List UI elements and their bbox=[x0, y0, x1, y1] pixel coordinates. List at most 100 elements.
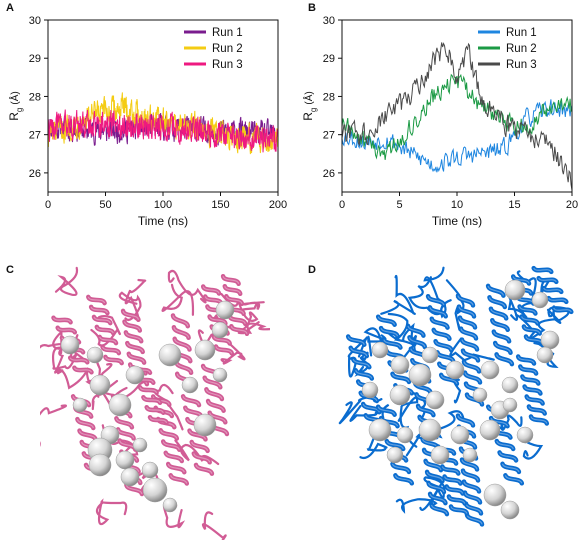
alpha-helix-highlight bbox=[87, 296, 123, 364]
coil-loop bbox=[40, 404, 67, 447]
series-line-run-1 bbox=[342, 99, 572, 173]
y-tick-label: 26 bbox=[323, 168, 335, 180]
cavity-sphere bbox=[421, 346, 439, 364]
cavity-sphere bbox=[516, 426, 534, 444]
alpha-helix-highlight bbox=[172, 315, 193, 385]
coil-loop bbox=[237, 321, 270, 335]
cavity-sphere bbox=[361, 381, 379, 399]
cavity-sphere bbox=[502, 397, 518, 413]
cavity-sphere bbox=[480, 360, 500, 380]
legend-entry: Run 2 bbox=[506, 43, 537, 55]
coil-loop bbox=[124, 278, 147, 321]
cavity-sphere bbox=[88, 453, 112, 477]
cavity-sphere bbox=[430, 445, 450, 465]
cavity-sphere bbox=[120, 467, 140, 487]
cavity-sphere bbox=[72, 397, 88, 413]
cavity-sphere bbox=[483, 483, 507, 507]
cavity-sphere bbox=[418, 418, 442, 442]
cavity-sphere bbox=[158, 343, 182, 367]
cavity-sphere bbox=[504, 279, 526, 301]
cavity-sphere bbox=[193, 413, 217, 437]
cavity-sphere bbox=[194, 339, 216, 361]
panel-label-d: D bbox=[308, 264, 316, 276]
coil-loop bbox=[380, 274, 416, 315]
y-tick-label: 27 bbox=[29, 130, 41, 142]
x-tick-label: 10 bbox=[451, 199, 463, 211]
coil-loop bbox=[359, 429, 388, 460]
alpha-helix bbox=[220, 273, 250, 337]
alpha-helix bbox=[515, 354, 550, 426]
cavity-sphere bbox=[479, 419, 501, 441]
panel-label-b: B bbox=[308, 2, 316, 14]
alpha-helix-highlight bbox=[533, 267, 572, 313]
x-tick-label: 200 bbox=[269, 199, 287, 211]
panel-label-c: C bbox=[6, 264, 14, 276]
cavity-sphere bbox=[408, 363, 432, 387]
coil-loop bbox=[161, 283, 195, 316]
cavity-sphere bbox=[386, 446, 404, 464]
x-axis-label: Time (ns) bbox=[432, 214, 482, 228]
y-tick-label: 30 bbox=[323, 15, 335, 27]
cavity-sphere bbox=[142, 477, 168, 503]
alpha-helix bbox=[170, 313, 195, 387]
coil-loop bbox=[423, 266, 452, 319]
coil-loop bbox=[349, 403, 390, 422]
y-axis-label: Rg(Å) bbox=[301, 91, 318, 120]
cavity-sphere bbox=[368, 418, 392, 442]
alpha-helix-highlight bbox=[487, 285, 513, 365]
cavity-sphere bbox=[536, 346, 554, 364]
cavity-sphere bbox=[531, 291, 549, 309]
legend-entry: Run 3 bbox=[506, 59, 537, 71]
x-tick-label: 0 bbox=[45, 199, 51, 211]
coil-loop bbox=[167, 269, 207, 304]
legend-entry: Run 2 bbox=[212, 43, 243, 55]
alpha-helix bbox=[200, 363, 230, 437]
coil-loop bbox=[220, 343, 246, 365]
cavity-sphere bbox=[371, 341, 389, 359]
y-tick-label: 29 bbox=[29, 53, 41, 65]
cavity-sphere bbox=[450, 425, 470, 445]
y-tick-label: 29 bbox=[323, 53, 335, 65]
cavity-sphere bbox=[212, 367, 228, 383]
x-tick-label: 20 bbox=[566, 199, 578, 211]
coil-loop bbox=[95, 498, 128, 526]
plot-frame bbox=[47, 19, 279, 193]
coil-loop bbox=[201, 511, 227, 540]
cavity-sphere bbox=[141, 461, 159, 479]
alpha-helix-highlight bbox=[222, 275, 248, 335]
y-tick-label: 26 bbox=[29, 168, 41, 180]
cavity-sphere bbox=[108, 393, 132, 417]
x-tick-label: 150 bbox=[211, 199, 229, 211]
cavity-sphere bbox=[125, 365, 145, 385]
alpha-helix bbox=[485, 283, 515, 367]
alpha-helix bbox=[455, 293, 485, 407]
chart-a-rg-200ns: 0 50 100 150 200 26 27 28 29 30 Time (ns) Rg(Å) Run … bbox=[7, 15, 287, 228]
cavity-sphere bbox=[181, 376, 199, 394]
protein-structure-d bbox=[338, 265, 574, 527]
y-tick-label: 30 bbox=[29, 15, 41, 27]
x-axis-label: Time (ns) bbox=[138, 214, 188, 228]
coil-loop bbox=[85, 360, 113, 386]
cavity-sphere bbox=[211, 321, 229, 339]
x-tick-label: 15 bbox=[508, 199, 520, 211]
cavity-sphere bbox=[472, 387, 488, 403]
cavity-sphere bbox=[86, 346, 104, 364]
cavity-sphere bbox=[390, 355, 410, 375]
plot-frame bbox=[341, 19, 573, 193]
cavity-sphere bbox=[501, 376, 519, 394]
alpha-helix bbox=[86, 294, 124, 366]
panel-label-a: A bbox=[6, 2, 14, 14]
coil-loop bbox=[363, 327, 387, 357]
x-tick-label: 100 bbox=[154, 199, 172, 211]
cavity-sphere bbox=[445, 360, 465, 380]
series-line-run-2 bbox=[342, 73, 572, 160]
x-tick-label: 0 bbox=[339, 199, 345, 211]
cavity-sphere bbox=[462, 447, 478, 463]
cavity-sphere bbox=[60, 335, 80, 355]
alpha-helix-highlight bbox=[202, 365, 228, 435]
cavity-sphere bbox=[500, 500, 520, 520]
cavity-sphere bbox=[215, 300, 235, 320]
legend-entry: Run 1 bbox=[506, 27, 537, 39]
series-line-run-3 bbox=[48, 109, 278, 153]
series-line-run-3 bbox=[342, 42, 572, 191]
